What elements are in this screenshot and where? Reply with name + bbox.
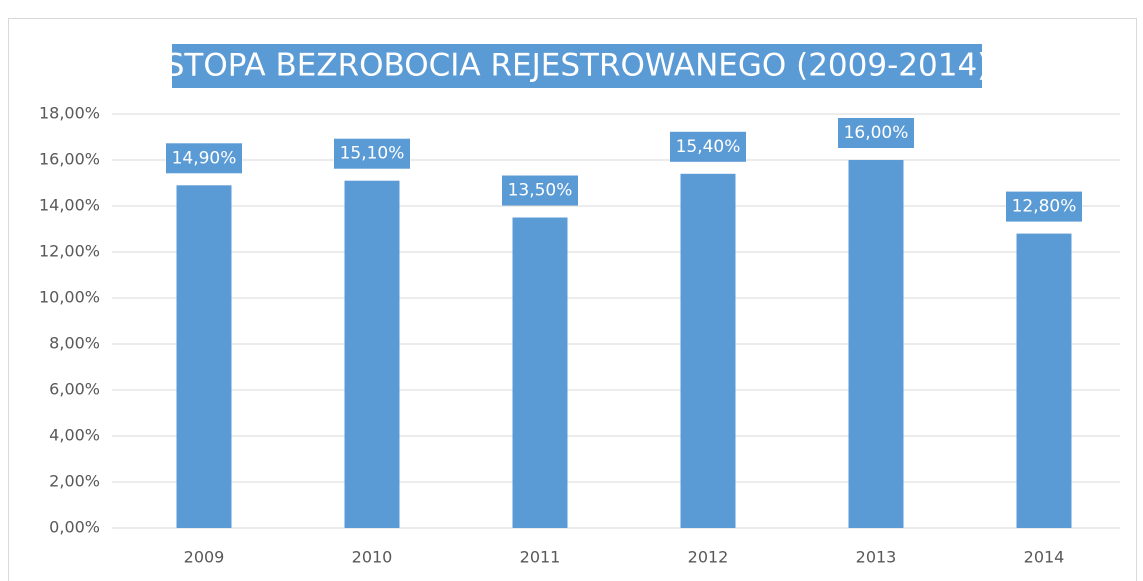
value-label-box [334, 138, 410, 169]
y-tick-label: 10,00% [39, 288, 100, 307]
y-tick-label: 4,00% [49, 426, 100, 445]
y-tick-label: 6,00% [49, 380, 100, 399]
x-tick-label: 2009 [184, 548, 225, 567]
value-label-box [1006, 191, 1082, 222]
bar [848, 160, 904, 528]
value-label-box [502, 175, 578, 206]
y-tick-label: 8,00% [49, 334, 100, 353]
y-tick-label: 2,00% [49, 472, 100, 491]
y-tick-label: 12,00% [39, 242, 100, 261]
chart-title: STOPA BEZROBOCIA REJESTROWANEGO (2009-20… [165, 48, 990, 84]
value-label: 14,90% [172, 148, 237, 168]
bar [512, 217, 568, 528]
y-tick-label: 14,00% [39, 196, 100, 215]
value-label-box [838, 118, 914, 148]
value-label: 12,80% [1012, 197, 1077, 217]
x-tick-label: 2010 [352, 548, 393, 567]
value-label: 13,50% [508, 181, 573, 201]
value-label: 15,10% [340, 144, 405, 164]
x-tick-label: 2012 [688, 548, 729, 567]
bar [176, 185, 232, 529]
x-tick-label: 2011 [520, 548, 561, 567]
y-tick-label: 18,00% [39, 104, 100, 123]
value-label-box [166, 143, 242, 174]
bar [680, 173, 736, 529]
x-tick-label: 2014 [1024, 548, 1065, 567]
x-tick-label: 2013 [856, 548, 897, 567]
y-tick-label: 0,00% [49, 518, 100, 537]
value-label: 15,40% [676, 137, 741, 157]
bar [344, 180, 400, 528]
y-tick-label: 16,00% [39, 150, 100, 169]
bar [1016, 233, 1072, 528]
value-label-box [670, 131, 746, 162]
value-label: 16,00% [844, 123, 909, 143]
title-box [172, 44, 982, 88]
